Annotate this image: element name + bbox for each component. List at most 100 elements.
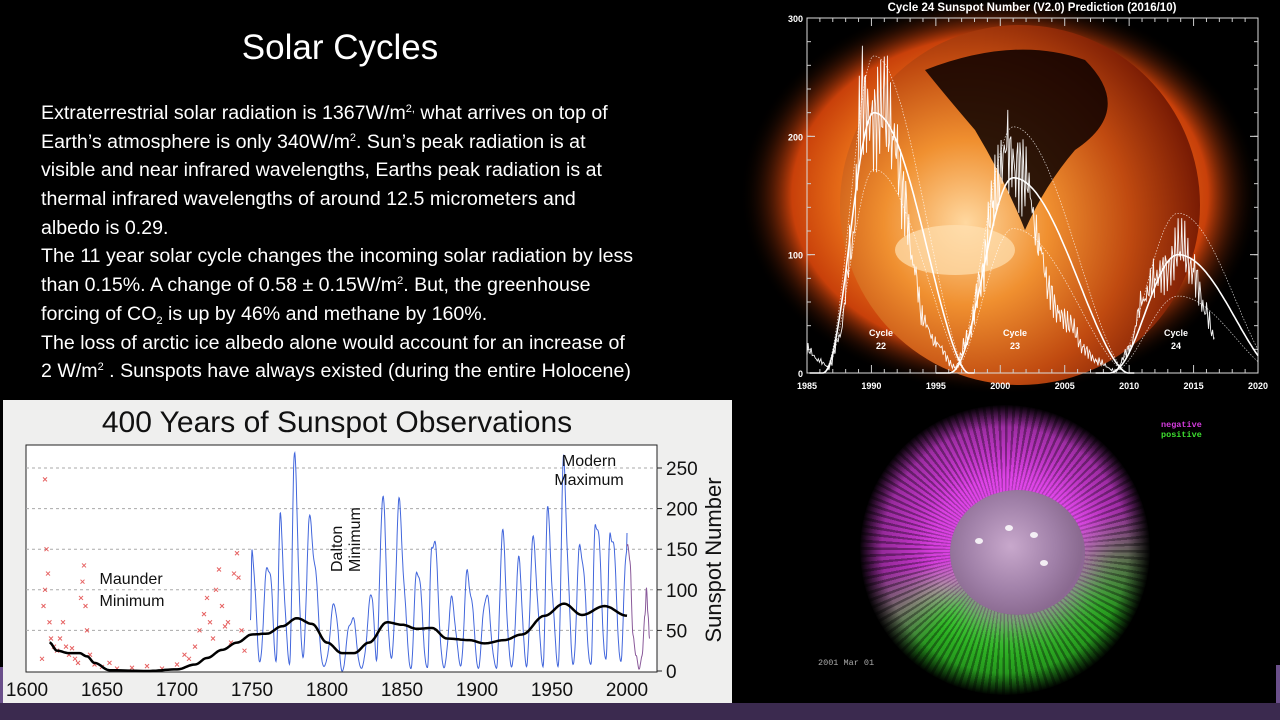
text-run: . Sunspots have always existed (during t…: [103, 360, 631, 383]
observation-point: [222, 623, 228, 629]
x-tick-label: 2005: [1055, 381, 1075, 391]
superscript: 2: [349, 131, 357, 144]
annotation-modern-1: Modern: [562, 453, 616, 470]
observation-point: [42, 587, 48, 593]
observation-point: [129, 665, 135, 671]
cycle-number: 23: [1010, 341, 1020, 351]
x-tick-label: 2020: [1248, 381, 1268, 391]
x-tick-label: 1985: [797, 381, 817, 391]
observation-point: [186, 656, 192, 662]
sunspot-400yr-svg: 400 Years of Sunspot Observations 0 50 100 1…: [6, 406, 726, 701]
observation-point: [236, 575, 241, 580]
telescope-series-line: [250, 451, 628, 672]
image-date: 2001 Mar 01: [818, 658, 875, 668]
upper-envelope-line: [1095, 212, 1259, 374]
y-tick-label: 200: [666, 500, 698, 521]
plot-area: [25, 444, 658, 673]
observation-point: [219, 603, 225, 609]
body-line: Extraterrestrial solar radiation is 1367…: [41, 99, 633, 128]
x-tick-label: 1900: [456, 680, 498, 701]
legend-positive: positive: [1161, 430, 1202, 440]
x-tick-label: 1990: [861, 381, 881, 391]
y-tick-label: 0: [798, 369, 803, 379]
observation-point: [216, 567, 222, 572]
observation-point: [75, 660, 81, 666]
text-run: . Sun’s peak radiation is at: [356, 130, 586, 153]
observation-point: [204, 595, 210, 601]
subscript: 2: [156, 314, 163, 327]
annotation-maunder-1: Maunder: [100, 571, 164, 588]
observation-point: [80, 579, 85, 585]
sun-sphere: [950, 490, 1085, 615]
polarity-legend: negative positive: [1161, 420, 1202, 440]
y-axis-label: Sunspot Number: [701, 477, 726, 642]
x-tick-label: 2000: [606, 680, 648, 701]
slide-title: Solar Cycles: [241, 28, 439, 67]
body-line: visible and near infrared wavelengths, E…: [41, 156, 633, 185]
body-line: than 0.15%. A change of 0.58 ± 0.15W/m2.…: [41, 271, 633, 300]
body-line: The 11 year solar cycle changes the inco…: [41, 242, 633, 271]
body-text: Extraterrestrial solar radiation is 1367…: [41, 99, 633, 386]
smoothed-cycle-line: [809, 111, 975, 374]
observation-point: [39, 656, 45, 662]
bright-spot: [1030, 532, 1038, 538]
y-tick-label: 250: [666, 459, 698, 480]
observation-point: [197, 628, 202, 633]
plot-frame: [806, 17, 1259, 374]
x-tick-label: 2015: [1184, 381, 1204, 391]
footer-bar: [0, 703, 1280, 720]
cycle-label: Cycle: [869, 328, 893, 338]
superscript: 2: [97, 361, 104, 374]
observation-point: [231, 571, 237, 576]
observation-point: [234, 550, 240, 556]
observation-point: [201, 611, 207, 617]
text-run: than 0.15%. A change of 0.58 ± 0.15W/m: [41, 274, 398, 297]
observation-point: [48, 636, 54, 641]
body-line: forcing of CO2 is up by 46% and methane …: [41, 300, 633, 329]
magnetic-field-image: negative positive 2001 Mar 01: [735, 400, 1280, 703]
monthly-sunspot-line: [806, 45, 1215, 373]
y-tick-label: 200: [788, 132, 803, 142]
cycle-number: 24: [1171, 341, 1181, 351]
body-line: Earth’s atmosphere is only 340W/m2. Sun’…: [41, 128, 633, 157]
cycle-label: Cycle: [1003, 328, 1027, 338]
observation-point: [60, 619, 66, 625]
text-run: what arrives on top of: [414, 102, 608, 124]
observation-point: [81, 563, 87, 568]
y-tick-label: 300: [788, 14, 803, 24]
observation-point: [207, 619, 213, 625]
upper-envelope-line: [935, 126, 1135, 374]
observation-point: [144, 663, 150, 669]
x-tick-label: 1950: [531, 680, 573, 701]
bright-spot: [1040, 560, 1048, 566]
annotation-modern-2: Maximum: [554, 472, 623, 489]
x-tick-label: 2010: [1119, 381, 1139, 391]
chart-title: Cycle 24 Sunspot Number (V2.0) Predictio…: [888, 2, 1177, 14]
text-run: Earth’s atmosphere is only 340W/m: [41, 130, 350, 153]
observation-point: [83, 603, 88, 609]
observation-point: [239, 628, 244, 633]
coronal-hole: [925, 49, 1108, 230]
y-tick-label: 100: [666, 581, 698, 602]
text-run: The loss of arctic ice albedo alone woul…: [41, 331, 625, 354]
observation-point: [182, 652, 187, 658]
cycle-label: Cycle: [1164, 328, 1188, 338]
observation-point: [225, 619, 231, 625]
text-run: thermal infrared wavelengths of around 1…: [41, 188, 576, 211]
observation-point: [42, 477, 48, 482]
smoothed-cycle-line: [1095, 253, 1259, 374]
annotation-maunder-2: Minimum: [100, 593, 165, 610]
x-tick-label: 1995: [926, 381, 946, 391]
text-run: albedo is 0.29.: [41, 216, 169, 239]
observation-point: [44, 546, 49, 552]
superscript: 2,: [405, 103, 415, 115]
slide-edge-accent: [0, 667, 3, 703]
observation-point: [47, 619, 52, 625]
text-run: Extraterrestrial solar radiation is 1367…: [41, 102, 406, 124]
x-tick-label: 1700: [156, 680, 198, 701]
observation-point: [174, 662, 180, 667]
x-tick-label: 1650: [81, 680, 123, 701]
observation-point: [78, 595, 84, 601]
y-tick-label: 100: [788, 251, 803, 261]
slide-edge-accent: [1276, 665, 1280, 703]
